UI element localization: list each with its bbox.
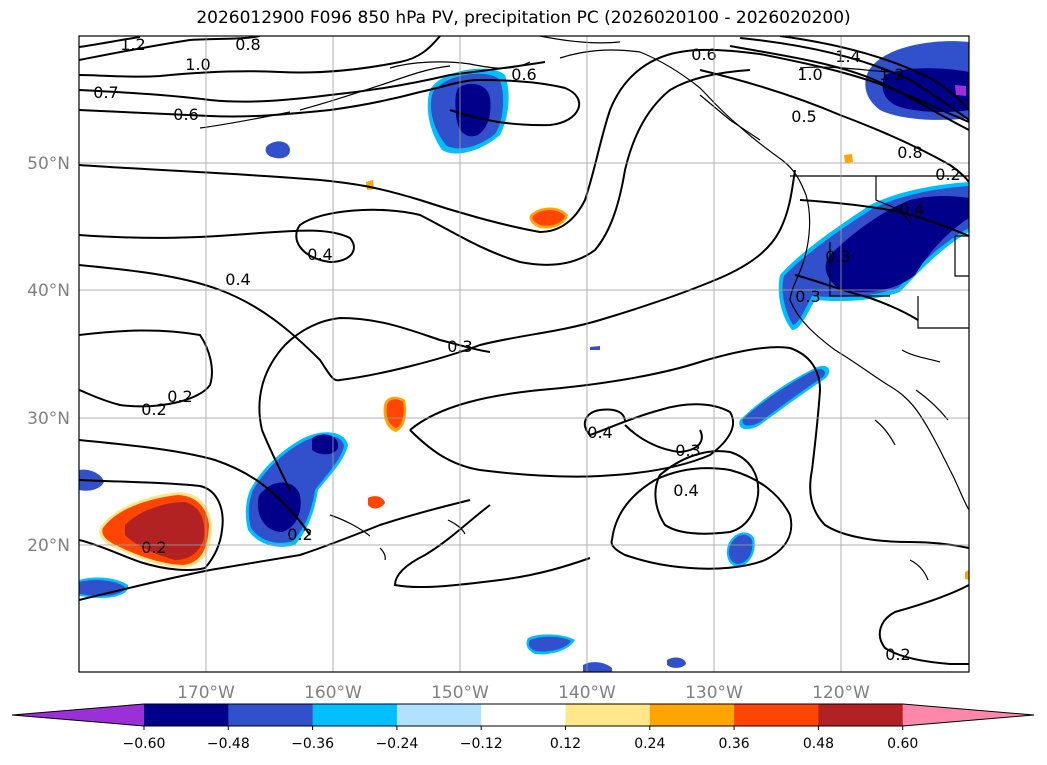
contour-label: 1.0 <box>185 55 210 74</box>
lat-tick-label: 50°N <box>27 154 70 174</box>
contour-label: 1.2 <box>120 35 145 54</box>
lat-tick-label: 40°N <box>27 281 70 301</box>
colorbar-segment <box>818 704 904 726</box>
colorbar-tick-label: −0.24 <box>375 736 418 752</box>
lon-tick-label: 140°W <box>558 683 616 703</box>
colorbar-tick-label: 0.12 <box>550 736 581 752</box>
contour-label: 0.5 <box>791 107 816 126</box>
colorbar-segment <box>396 704 482 726</box>
contour-label: 0.4 <box>899 200 924 219</box>
precip-shading <box>79 41 969 672</box>
colorbar-tick-label: −0.60 <box>123 736 166 752</box>
colorbar-extend-max <box>902 704 1034 726</box>
colorbar-tick-label: 0.48 <box>803 736 834 752</box>
contour-label: 0.7 <box>93 83 118 102</box>
contour-label: 0.6 <box>691 45 716 64</box>
map-plot-area: 1.2 1.0 0.8 0.7 0.6 0.6 0.6 1.4 1.2 1.0 … <box>79 35 969 672</box>
contour-label: 0.8 <box>235 35 260 54</box>
lon-tick-label: 150°W <box>431 683 489 703</box>
contour-label: 0.4 <box>307 245 332 264</box>
contour-label: 0.8 <box>897 143 922 162</box>
contour-label: 0.2 <box>885 645 910 664</box>
lon-tick-label: 130°W <box>685 683 743 703</box>
contour-label: 0.4 <box>225 270 250 289</box>
colorbar-extend-min <box>12 704 144 726</box>
colorbar-segment <box>228 704 314 726</box>
contour-label: 0.6 <box>511 65 536 84</box>
contour-label: 1.4 <box>835 47 860 66</box>
colorbar-segment <box>734 704 819 726</box>
contour-label: 0.2 <box>167 387 192 406</box>
map-frame <box>78 35 970 673</box>
contour-label: 1.2 <box>879 65 904 84</box>
colorbar-tick-label: 0.60 <box>887 736 918 752</box>
contour-label: 0.3 <box>825 247 850 266</box>
contour-label: 0.2 <box>141 400 166 419</box>
lat-tick-labels: 20°N 30°N 40°N 50°N <box>27 154 70 556</box>
contour-label: 0.2 <box>141 538 166 557</box>
colorbar-tick-label: −0.12 <box>460 736 503 752</box>
contour-label: 0.2 <box>287 525 312 544</box>
coastlines <box>199 36 969 581</box>
colorbar-tick-label: 0.24 <box>634 736 665 752</box>
lon-tick-labels: 170°W 160°W 150°W 140°W 130°W 120°W <box>177 683 870 703</box>
colorbar-tick-label: 0.36 <box>719 736 750 752</box>
lat-tick-label: 30°N <box>27 409 70 429</box>
colorbar-tick-label: −0.48 <box>207 736 250 752</box>
lon-tick-label: 160°W <box>304 683 362 703</box>
contour-label: 1.0 <box>797 65 822 84</box>
gridlines <box>79 36 969 672</box>
colorbar-segment <box>649 704 735 726</box>
colorbar-tick-label: −0.36 <box>291 736 334 752</box>
lon-tick-label: 120°W <box>812 683 870 703</box>
contour-label: 0.6 <box>173 105 198 124</box>
contour-label: 0.4 <box>587 423 612 442</box>
colorbar-segment <box>312 704 398 726</box>
contour-label: 0.2 <box>935 165 960 184</box>
colorbar-segment <box>481 704 566 726</box>
contour-labels: 1.2 1.0 0.8 0.7 0.6 0.6 0.6 1.4 1.2 1.0 … <box>93 35 960 664</box>
lat-tick-label: 20°N <box>27 536 70 556</box>
contour-label: 0.4 <box>673 481 698 500</box>
lon-tick-label: 170°W <box>177 683 235 703</box>
colorbar-segment <box>144 704 229 726</box>
pv-contours <box>79 36 969 665</box>
contour-label: 0.3 <box>795 287 820 306</box>
map-title: 2026012900 F096 850 hPa PV, precipitatio… <box>196 8 851 28</box>
colorbar-segment <box>565 704 651 726</box>
contour-label: 0.3 <box>675 441 700 460</box>
colorbar: −0.60 −0.48 −0.36 −0.24 −0.12 0.12 0.24 0.36 0.4… <box>11 703 1035 752</box>
